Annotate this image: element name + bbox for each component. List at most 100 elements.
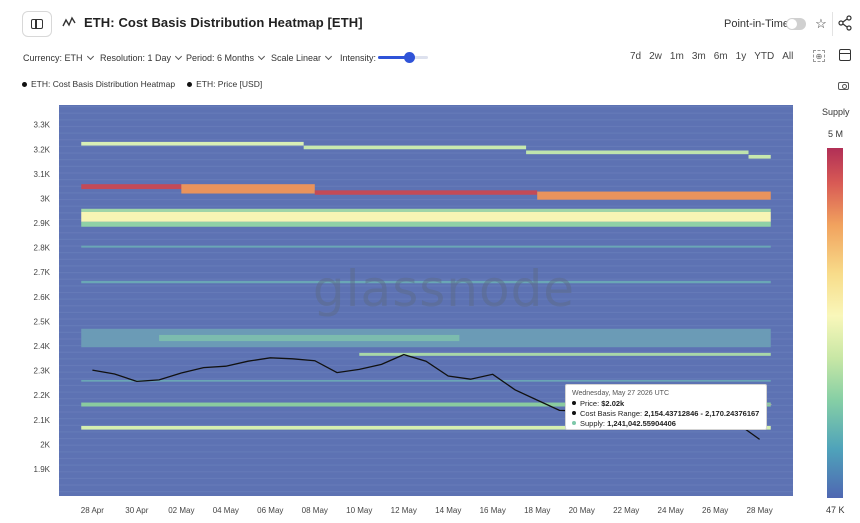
tooltip-supply-label: Supply: <box>580 419 606 428</box>
heatmap-band[interactable] <box>359 352 771 356</box>
legend-label: ETH: Price [USD] <box>196 79 263 89</box>
y-axis: 1.9K 2K 2.1K 2.2K 2.3K 2.4K 2.5K 2.6K 2.7K 2.8K 2.… <box>34 121 51 474</box>
heatmap-band[interactable] <box>303 145 527 150</box>
heatmap-texture-line <box>59 437 793 440</box>
heatmap-texture-line <box>59 444 793 446</box>
favorite-star-icon[interactable]: ☆ <box>815 16 827 31</box>
currency-select-label: Currency: ETH <box>23 53 83 63</box>
y-tick-label: 2.6K <box>34 293 51 302</box>
heatmap-band[interactable] <box>81 402 771 407</box>
heatmap-texture-line <box>59 471 793 473</box>
sidebar-toggle-button[interactable] <box>22 11 52 37</box>
zoom-select-icon[interactable]: ⊕ <box>813 50 825 62</box>
heatmap-texture-line <box>59 252 793 254</box>
y-tick-label: 2.2K <box>34 391 51 400</box>
x-tick-label: 02 May <box>168 506 194 515</box>
range-button-2w[interactable]: 2w <box>649 51 662 62</box>
colorbar-max-label: 5 M <box>828 129 844 139</box>
range-button-6m[interactable]: 6m <box>713 51 728 62</box>
heatmap-texture-line <box>59 105 793 108</box>
heatmap-texture-line <box>59 238 793 240</box>
tooltip-price-label: Price: <box>580 399 600 408</box>
page-title: ETH: Cost Basis Distribution Heatmap [ET… <box>84 15 363 30</box>
range-button-1m[interactable]: 1m <box>669 51 684 62</box>
colorbar-min-label: 47 K <box>826 505 845 515</box>
share-icon[interactable] <box>836 14 854 32</box>
camera-icon[interactable] <box>838 82 849 90</box>
currency-select[interactable]: Currency: ETH <box>23 52 94 63</box>
heatmap-band[interactable] <box>537 191 771 200</box>
heatmap-texture-line <box>59 305 793 307</box>
range-button-7d[interactable]: 7d <box>630 51 642 62</box>
point-in-time-toggle[interactable] <box>786 18 806 30</box>
y-tick-label: 2.4K <box>34 342 51 351</box>
heatmap-band[interactable] <box>314 190 538 195</box>
tooltip-price-value: $2.02k <box>601 399 625 408</box>
range-button-1y[interactable]: 1y <box>735 51 747 62</box>
resolution-select-label: Resolution: 1 Day <box>100 53 172 63</box>
calendar-icon[interactable] <box>839 49 851 61</box>
y-tick-label: 2.1K <box>34 416 51 425</box>
heatmap-texture-line <box>59 378 793 380</box>
scale-select[interactable]: Scale Linear <box>271 52 333 63</box>
y-tick-label: 2K <box>40 440 50 449</box>
tooltip-price-row: Price: $2.02k <box>572 399 760 409</box>
y-tick-label: 2.9K <box>34 219 51 228</box>
colorbar <box>827 148 843 498</box>
legend-item-heatmap[interactable]: ETH: Cost Basis Distribution Heatmap <box>22 78 175 90</box>
x-tick-label: 28 May <box>747 506 773 515</box>
colorbar-title: Supply <box>822 107 850 117</box>
x-tick-label: 30 Apr <box>125 506 148 515</box>
heatmap-texture-line <box>59 477 793 480</box>
tooltip-dot <box>572 411 576 415</box>
scale-select-label: Scale Linear <box>271 53 322 63</box>
y-tick-label: 3.3K <box>34 121 51 130</box>
x-tick-label: 10 May <box>346 506 372 515</box>
heatmap-texture-line <box>59 424 793 426</box>
heatmap-texture-line <box>59 351 793 353</box>
heatmap-band[interactable] <box>81 280 771 284</box>
heatmap-band[interactable] <box>181 184 315 194</box>
heatmap-band[interactable] <box>526 150 749 155</box>
y-tick-label: 2.3K <box>34 367 51 376</box>
intensity-slider-thumb[interactable] <box>404 52 415 63</box>
heatmap-band[interactable] <box>81 211 771 222</box>
heatmap-texture-line <box>59 258 793 260</box>
heatmap-band[interactable] <box>748 154 771 159</box>
period-select-label: Period: 6 Months <box>186 53 255 63</box>
legend-item-price[interactable]: ETH: Price [USD] <box>187 78 262 90</box>
heatmap-band[interactable] <box>81 221 771 227</box>
heatmap-band[interactable] <box>81 245 771 248</box>
heatmap-band[interactable] <box>81 208 771 212</box>
heatmap-texture-line <box>59 384 793 387</box>
heatmap-texture-line <box>59 364 793 367</box>
range-button-3m[interactable]: 3m <box>691 51 706 62</box>
intensity-slider[interactable] <box>378 52 428 63</box>
heatmap-texture-line <box>59 457 793 460</box>
heatmap-band[interactable] <box>159 334 460 342</box>
heatmap-texture-line <box>59 132 793 134</box>
legend-label: ETH: Cost Basis Distribution Heatmap <box>31 79 176 89</box>
heatmap-band[interactable] <box>81 141 304 146</box>
period-select[interactable]: Period: 6 Months <box>186 52 266 63</box>
tooltip-date: Wednesday, May 27 2026 UTC <box>572 390 670 397</box>
x-tick-label: 24 May <box>658 506 684 515</box>
range-button-all[interactable]: All <box>782 51 794 62</box>
heatmap-band[interactable] <box>81 379 771 382</box>
heatmap-texture-line <box>59 172 793 174</box>
chart-header: ETH: Cost Basis Distribution Heatmap [ET… <box>0 0 860 46</box>
tooltip-supply-value: 1,241,042.55904406 <box>607 419 676 428</box>
y-tick-label: 2.8K <box>34 244 51 253</box>
y-tick-label: 3K <box>40 194 50 203</box>
range-button-ytd[interactable]: YTD <box>754 51 775 62</box>
chart-line-icon <box>62 16 76 27</box>
heatmap-band[interactable] <box>81 425 771 430</box>
heatmap-texture-line <box>59 232 793 234</box>
y-tick-label: 3.2K <box>34 145 51 154</box>
x-tick-label: 08 May <box>302 506 328 515</box>
heatmap-band[interactable] <box>81 184 182 190</box>
heatmap-texture-line <box>59 265 793 267</box>
resolution-select[interactable]: Resolution: 1 Day <box>100 52 183 63</box>
heatmap-texture-line <box>59 278 793 280</box>
